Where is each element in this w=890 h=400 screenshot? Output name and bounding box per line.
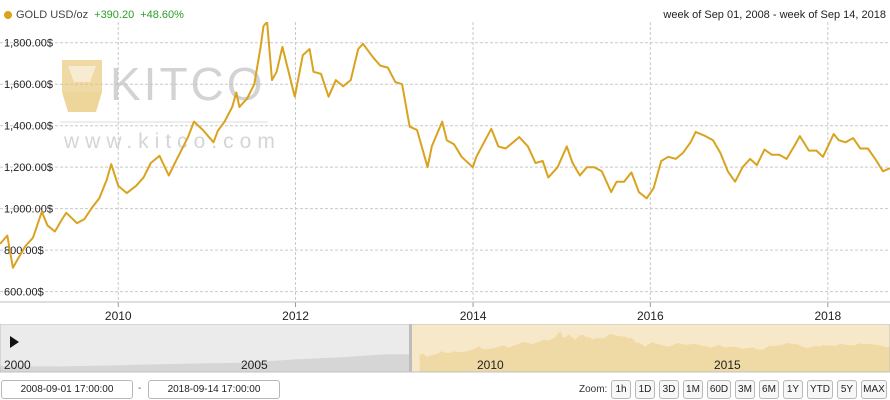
range-navigator[interactable]: 2000 2005 2010 2015	[0, 323, 890, 374]
price-chart-svg[interactable]: KITCO www.kitco.com 600.00$ 800.00$ 1,000.…	[0, 22, 890, 324]
zoom-label: Zoom:	[579, 384, 608, 395]
date-to-input[interactable]: 2018-09-14 17:00:00	[148, 380, 280, 399]
y-tick-label: 800.00$	[4, 245, 44, 257]
zoom-button-60d[interactable]: 60D	[707, 380, 731, 399]
price-chart[interactable]: KITCO www.kitco.com 600.00$ 800.00$ 1,000.…	[0, 22, 890, 324]
x-tick-label: 2010	[105, 309, 132, 323]
navigator-label-2005: 2005	[241, 358, 268, 372]
watermark-url: www.kitco.com	[63, 130, 281, 153]
kitco-watermark: KITCO www.kitco.com	[60, 58, 281, 153]
x-tick-label: 2014	[460, 309, 487, 323]
x-tick-label: 2018	[814, 309, 841, 323]
date-from-input[interactable]: 2008-09-01 17:00:00	[1, 380, 133, 399]
zoom-button-1m[interactable]: 1M	[683, 380, 703, 399]
x-tick-label: 2016	[637, 309, 664, 323]
kitco-logo-icon	[62, 60, 102, 112]
change-absolute: +390.20	[94, 9, 135, 21]
navigator-svg[interactable]: 2000 2005 2010 2015	[0, 323, 890, 374]
series-legend[interactable]: GOLD USD/oz +390.20 +48.60%	[4, 9, 184, 21]
range-controls: 2008-09-01 17:00:00 - 2018-09-14 17:00:0…	[0, 378, 890, 400]
navigator-label-2000: 2000	[4, 358, 31, 372]
series-name: GOLD USD/oz	[16, 9, 89, 21]
navigator-label-2015: 2015	[714, 358, 741, 372]
y-tick-label: 1,600.00$	[4, 79, 53, 91]
date-separator: -	[138, 383, 142, 394]
zoom-button-1h[interactable]: 1h	[611, 380, 631, 399]
grid-lines	[0, 22, 890, 307]
zoom-button-max[interactable]: MAX	[861, 380, 887, 399]
x-axis-labels: 2010 2012 2014 2016 2018	[105, 309, 842, 323]
zoom-button-6m[interactable]: 6M	[759, 380, 779, 399]
change-percent: +48.60%	[140, 9, 184, 21]
zoom-button-1y[interactable]: 1Y	[783, 380, 803, 399]
y-tick-label: 1,000.00$	[4, 204, 53, 216]
navigator-history-area	[0, 354, 420, 372]
chart-header: GOLD USD/oz +390.20 +48.60% week of Sep …	[0, 0, 890, 22]
zoom-button-5y[interactable]: 5Y	[837, 380, 857, 399]
y-tick-label: 1,800.00$	[4, 38, 53, 50]
y-tick-label: 1,200.00$	[4, 162, 53, 174]
watermark-brand: KITCO	[110, 58, 266, 110]
navigator-selected-area	[419, 332, 890, 372]
zoom-button-3d[interactable]: 3D	[659, 380, 679, 399]
play-icon[interactable]	[10, 336, 19, 348]
navigator-handle-left[interactable]	[409, 324, 412, 372]
zoom-button-ytd[interactable]: YTD	[807, 380, 833, 399]
gold-price-line[interactable]	[0, 22, 890, 269]
y-tick-label: 600.00$	[4, 287, 44, 299]
period-range-label: week of Sep 01, 2008 - week of Sep 14, 2…	[663, 9, 886, 21]
series-color-marker	[4, 11, 12, 19]
navigator-border	[0, 323, 890, 373]
zoom-button-1d[interactable]: 1D	[635, 380, 655, 399]
navigator-label-2010: 2010	[477, 358, 504, 372]
x-tick-label: 2012	[282, 309, 309, 323]
y-tick-label: 1,400.00$	[4, 121, 53, 133]
zoom-button-3m[interactable]: 3M	[735, 380, 755, 399]
